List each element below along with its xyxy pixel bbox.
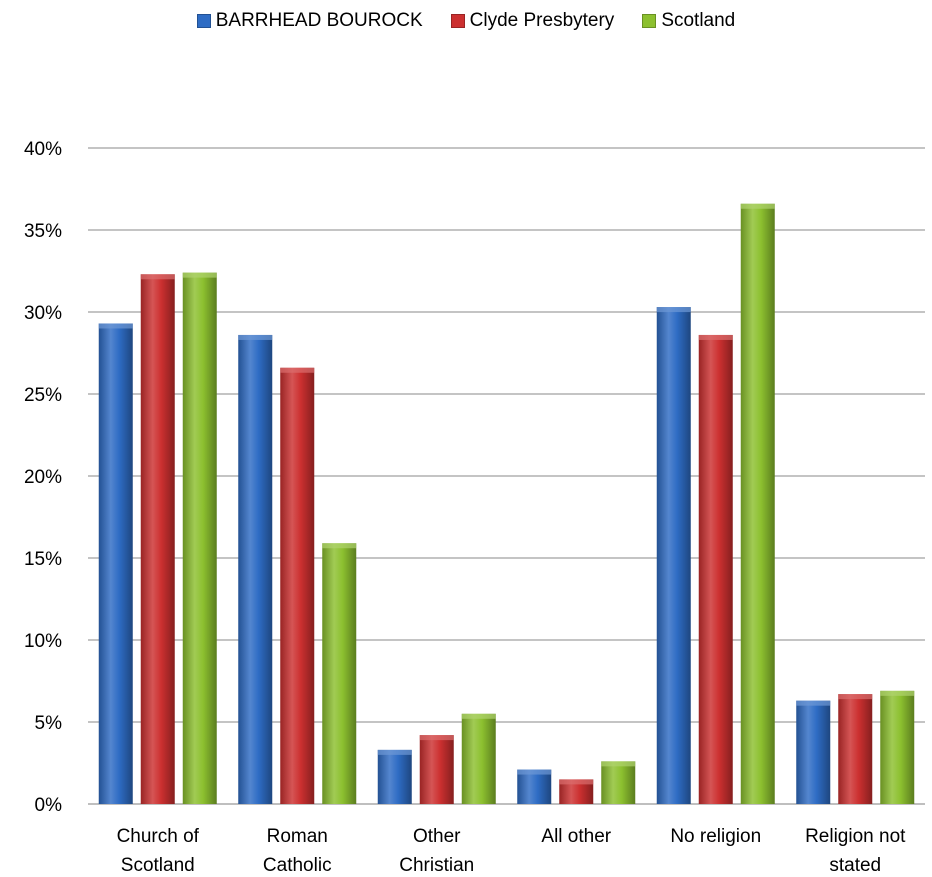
y-tick-label: 25% <box>24 385 62 406</box>
y-tick-label: 35% <box>24 221 62 242</box>
bar-scotland <box>461 713 496 804</box>
x-axis: Church of Scotland Roman Catholic Other Chris… <box>117 826 907 876</box>
bar-top-highlight <box>601 761 636 767</box>
legend-swatch-scotland <box>642 14 657 28</box>
legend-label-clyde: Clyde Presbytery <box>469 10 615 31</box>
bar-clyde-presbytery <box>140 274 175 804</box>
bar-top-highlight <box>880 690 915 696</box>
y-tick-label: 40% <box>24 139 62 160</box>
bar-top-highlight <box>238 334 273 340</box>
bar-scotland <box>601 761 636 804</box>
bar-scotland <box>880 690 915 804</box>
y-tick-label: 20% <box>24 467 62 488</box>
x-tick-label: All other <box>541 826 611 847</box>
bar-barrhead-bourock <box>796 700 831 804</box>
bar-barrhead-bourock <box>377 749 412 804</box>
bar-top-highlight <box>419 735 454 741</box>
legend-swatch-barrhead <box>196 14 211 28</box>
y-tick-label: 15% <box>24 549 62 570</box>
x-tick-label: Other Christian <box>399 826 474 876</box>
bar-top-highlight <box>656 307 691 313</box>
legend-label-barrhead: BARRHEAD BOUROCK <box>215 10 423 31</box>
legend-item-clyde: Clyde Presbytery <box>450 10 615 32</box>
bar-top-highlight <box>740 203 775 209</box>
legend-item-barrhead: BARRHEAD BOUROCK <box>196 10 423 32</box>
y-axis: 0% 5% 10% 15% 20% 25% 30% 35% 40% <box>24 139 62 816</box>
bar-top-highlight <box>182 272 217 278</box>
legend-swatch-clyde <box>450 14 465 28</box>
bar-barrhead-bourock <box>656 307 691 804</box>
grid-layer <box>88 147 925 805</box>
y-tick-label: 10% <box>24 631 62 652</box>
legend-label-scotland: Scotland <box>661 10 736 31</box>
y-tick-label: 0% <box>35 795 63 816</box>
bar-clyde-presbytery <box>698 334 733 804</box>
bar-top-highlight <box>377 749 412 755</box>
bar-barrhead-bourock <box>238 334 273 804</box>
bar-top-highlight <box>140 274 175 280</box>
y-tick-label: 30% <box>24 303 62 324</box>
bar-clyde-presbytery <box>838 694 873 804</box>
bar-barrhead-bourock <box>517 769 552 804</box>
legend-item-scotland: Scotland <box>642 10 735 32</box>
bar-scotland <box>322 543 357 804</box>
bar-barrhead-bourock <box>98 323 133 804</box>
x-tick-label: Religion not stated <box>805 826 906 876</box>
bar-top-highlight <box>796 700 831 706</box>
bar-top-highlight <box>517 769 552 775</box>
bar-clyde-presbytery <box>280 367 315 804</box>
y-tick-label: 5% <box>35 713 63 734</box>
bar-top-highlight <box>559 779 594 785</box>
bar-top-highlight <box>698 334 733 340</box>
x-tick-label: Roman Catholic <box>263 826 332 876</box>
bar-clyde-presbytery <box>419 735 454 804</box>
bar-scotland <box>182 272 217 804</box>
bar-top-highlight <box>322 543 357 549</box>
bar-scotland <box>740 203 775 804</box>
bar-top-highlight <box>838 694 873 700</box>
x-tick-label: No religion <box>670 826 761 847</box>
legend: BARRHEAD BOUROCK Clyde Presbytery Scotla… <box>0 10 932 32</box>
bar-top-highlight <box>461 713 496 719</box>
bars-layer <box>98 203 915 804</box>
x-tick-label: Church of Scotland <box>117 826 200 876</box>
bar-top-highlight <box>98 323 133 329</box>
bar-top-highlight <box>280 367 315 373</box>
